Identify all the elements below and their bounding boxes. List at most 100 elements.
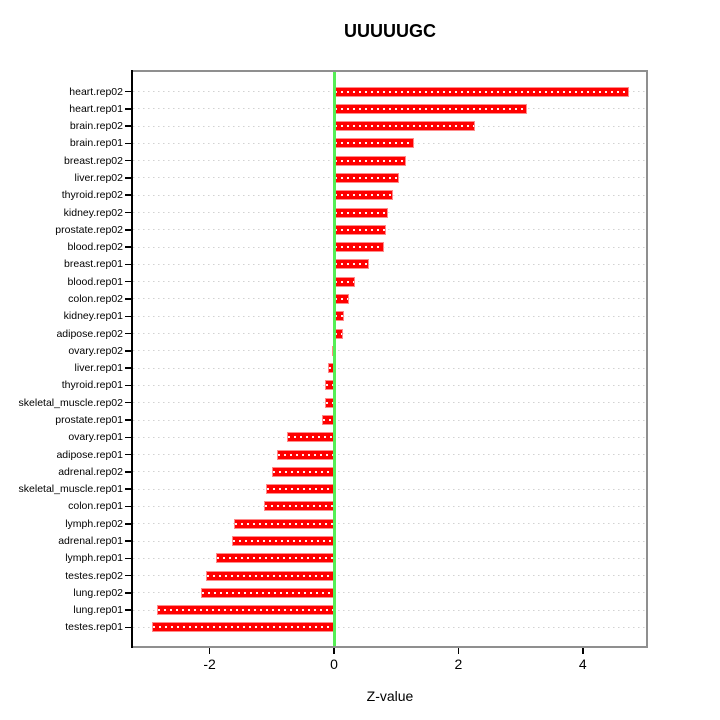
gridline (133, 505, 647, 507)
y-tick (125, 488, 132, 490)
gridline (133, 419, 647, 421)
y-axis-label: kidney.rep02 (63, 206, 123, 219)
y-tick (125, 142, 132, 145)
y-axis-label: brain.rep01 (69, 137, 123, 150)
y-axis-label: breast.rep01 (64, 258, 123, 271)
y-tick (125, 540, 132, 542)
gridline (133, 212, 647, 214)
y-axis-label: lymph.rep01 (65, 552, 123, 565)
gridline (133, 281, 647, 283)
y-axis-label: colon.rep01 (68, 500, 123, 513)
y-axis-label: colon.rep02 (68, 292, 123, 305)
y-tick (125, 125, 132, 127)
chart-title: UUUUUGC (344, 21, 436, 41)
y-tick (125, 194, 132, 196)
y-tick (125, 436, 132, 439)
y-axis-label: thyroid.rep02 (61, 189, 123, 202)
x-axis-label: Z-value (366, 688, 414, 704)
gridline (133, 367, 647, 369)
y-tick (125, 401, 132, 404)
y-tick (125, 505, 132, 508)
x-tick (457, 648, 460, 654)
x-tick-label: 0 (330, 656, 338, 672)
y-tick (125, 574, 132, 577)
x-tick (582, 648, 584, 654)
y-tick (125, 626, 132, 629)
y-tick (125, 367, 132, 369)
y-tick (125, 350, 132, 352)
y-tick (125, 315, 132, 318)
y-axis-label: skeletal_muscle.rep01 (18, 483, 123, 496)
y-axis-label: adipose.rep02 (56, 327, 123, 340)
y-tick (125, 246, 132, 248)
gridline (133, 557, 647, 559)
y-axis-label: thyroid.rep01 (61, 379, 123, 392)
y-axis-label: lung.rep02 (73, 586, 123, 599)
y-axis-label: prostate.rep02 (55, 223, 123, 236)
x-tick (333, 648, 335, 654)
y-tick (125, 263, 132, 266)
y-axis-label: kidney.rep01 (63, 310, 123, 323)
gridline (133, 626, 647, 628)
x-tick (208, 648, 211, 654)
x-tick-label: -2 (203, 656, 216, 672)
y-axis-label: testes.rep01 (65, 621, 123, 634)
y-axis-label: testes.rep02 (65, 569, 123, 582)
gridline (133, 263, 647, 265)
gridline (133, 436, 647, 438)
y-tick (125, 298, 132, 300)
y-tick (125, 557, 132, 560)
y-tick (125, 229, 132, 231)
gridline (133, 540, 647, 542)
gridline (133, 575, 647, 577)
plot-box (131, 70, 648, 648)
y-tick (125, 108, 132, 110)
y-axis-line (131, 70, 133, 648)
gridline (133, 488, 647, 490)
y-tick (125, 90, 132, 93)
y-tick (125, 159, 132, 162)
gridline (133, 384, 647, 386)
y-axis-label: lymph.rep02 (65, 517, 123, 530)
y-tick (125, 523, 132, 525)
x-tick-label: 4 (578, 656, 587, 672)
y-tick (125, 384, 132, 387)
y-tick (125, 211, 132, 214)
y-axis-label: brain.rep02 (69, 120, 123, 133)
y-tick (125, 592, 132, 594)
gridline (133, 592, 647, 594)
gridline (133, 454, 647, 456)
y-axis-label: heart.rep02 (69, 85, 123, 98)
y-tick (125, 471, 132, 473)
y-axis-label: prostate.rep01 (55, 414, 123, 426)
y-axis-label: blood.rep01 (67, 275, 123, 288)
gridline (133, 609, 647, 611)
y-tick (125, 609, 132, 611)
y-axis-label: blood.rep02 (67, 241, 123, 254)
x-tick-label: 2 (454, 656, 463, 672)
gridline (133, 229, 647, 231)
y-axis-label: adipose.rep01 (56, 448, 123, 461)
gridline (133, 523, 647, 525)
gridline (133, 471, 647, 473)
y-axis-label: adrenal.rep01 (58, 535, 123, 548)
y-tick (125, 332, 132, 335)
y-axis-label: liver.rep01 (74, 362, 123, 375)
zero-reference-line (333, 71, 336, 648)
y-axis-label: ovary.rep02 (68, 344, 123, 357)
y-axis-label: lung.rep01 (73, 604, 123, 617)
gridline (133, 315, 647, 317)
y-tick (125, 453, 132, 456)
y-tick (125, 280, 132, 283)
y-tick (125, 177, 132, 179)
y-tick (125, 419, 132, 421)
gridline (133, 246, 647, 248)
y-axis-label: ovary.rep01 (68, 431, 123, 444)
gridline (133, 402, 647, 404)
gridline (133, 350, 647, 352)
gridline (133, 298, 647, 300)
y-axis-label: breast.rep02 (64, 154, 123, 167)
y-axis-label: skeletal_muscle.rep02 (18, 396, 123, 409)
y-axis-label: liver.rep02 (74, 171, 123, 184)
